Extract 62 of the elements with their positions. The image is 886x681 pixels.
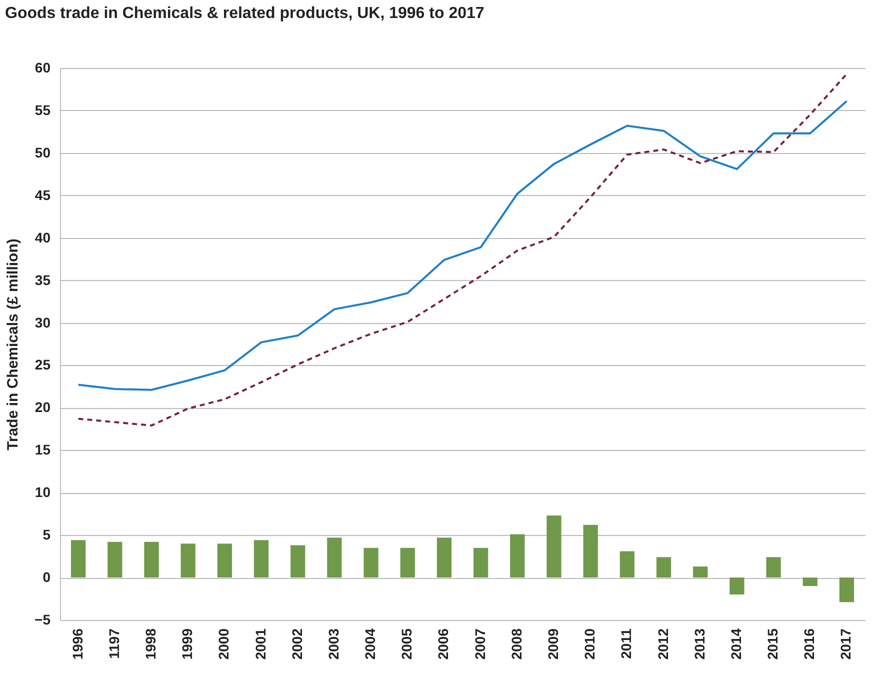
line-series bbox=[77, 72, 848, 427]
x-tick-label: 2000 bbox=[216, 628, 232, 660]
bar bbox=[583, 524, 598, 578]
bar bbox=[656, 557, 672, 578]
x-tick-label: 2013 bbox=[691, 628, 708, 660]
x-tick-label: 1998 bbox=[142, 628, 158, 660]
x-tick-label: 2015 bbox=[764, 628, 781, 660]
y-axis-title: Trade in Chemicals (£ million) bbox=[4, 238, 22, 450]
y-tick-label: 20 bbox=[34, 399, 51, 416]
chart-title: Goods trade in Chemicals & related products, UK, 1996 to 2017 bbox=[5, 5, 484, 22]
x-tick-label: 2009 bbox=[544, 628, 561, 660]
bar bbox=[180, 544, 196, 578]
bar bbox=[546, 516, 562, 578]
x-tick-label: 2004 bbox=[362, 628, 378, 660]
x-tick-label: 2003 bbox=[325, 628, 342, 660]
y-tick-label: 50 bbox=[34, 144, 51, 160]
bar bbox=[693, 566, 708, 578]
y-tick-label: 35 bbox=[34, 272, 51, 288]
x-tick-label: 2011 bbox=[618, 628, 634, 659]
bar bbox=[510, 534, 525, 578]
x-tick-label: 2007 bbox=[472, 628, 488, 660]
bar bbox=[327, 538, 342, 578]
x-tick-label: 1999 bbox=[179, 628, 196, 660]
y-tick-label: 10 bbox=[34, 484, 51, 500]
bar bbox=[400, 548, 415, 578]
y-tick-label: 5 bbox=[42, 526, 51, 543]
y-tick-label: 60 bbox=[34, 60, 51, 76]
bar bbox=[802, 578, 818, 586]
x-tick-label: 1996 bbox=[69, 628, 86, 660]
bar bbox=[108, 542, 122, 578]
x-tick-label: 2012 bbox=[654, 628, 671, 660]
y-tick-label: 0 bbox=[42, 569, 51, 586]
x-tick-label: 2016 bbox=[801, 628, 818, 660]
x-tick-label: 2014 bbox=[728, 628, 744, 660]
x-tick-label: 2010 bbox=[582, 628, 598, 660]
line-series bbox=[77, 100, 848, 391]
x-tick-label: 2017 bbox=[838, 628, 854, 660]
bar bbox=[364, 548, 378, 578]
bar bbox=[217, 544, 232, 578]
y-tick-label: 45 bbox=[34, 186, 51, 203]
bar bbox=[254, 540, 269, 578]
bar bbox=[473, 548, 488, 578]
y-tick-label: 55 bbox=[34, 102, 51, 118]
x-tick-label: 2005 bbox=[398, 628, 415, 660]
x-tick-label: 2001 bbox=[252, 628, 268, 660]
bar bbox=[290, 545, 306, 578]
bar bbox=[766, 557, 781, 578]
bar bbox=[730, 578, 744, 595]
bar bbox=[839, 578, 854, 602]
bar bbox=[70, 540, 86, 578]
bar bbox=[144, 542, 159, 578]
bar bbox=[620, 551, 634, 578]
bar bbox=[436, 538, 452, 578]
x-tick-label: 2008 bbox=[508, 628, 524, 660]
y-tick-label: 15 bbox=[34, 442, 51, 458]
x-tick-label: 2006 bbox=[435, 628, 452, 660]
y-tick-label: 25 bbox=[34, 356, 51, 373]
y-tick-label: 40 bbox=[34, 229, 51, 246]
y-tick-label: −5 bbox=[34, 612, 51, 628]
x-tick-label: 2002 bbox=[288, 628, 305, 660]
x-tick-label: 1197 bbox=[106, 628, 122, 659]
y-tick-label: 30 bbox=[34, 314, 51, 330]
